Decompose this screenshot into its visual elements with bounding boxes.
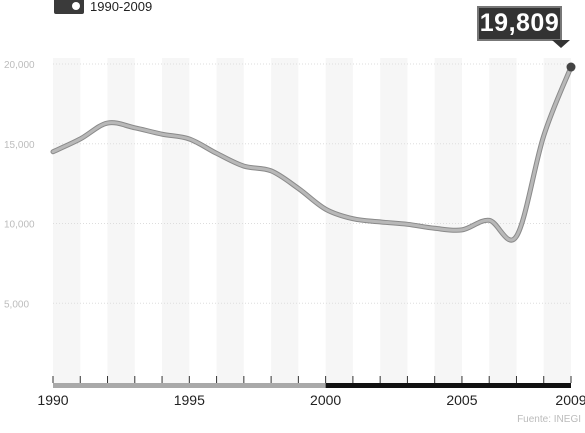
x-tick-label: 1995 [174, 392, 205, 408]
y-tick-label: 5,000 [4, 299, 29, 310]
y-tick-label: 15,000 [4, 140, 35, 151]
callout-pointer [552, 40, 570, 48]
background-stripe [543, 58, 571, 383]
background-stripe [107, 58, 135, 383]
source-note: Fuente: INEGI [517, 414, 581, 425]
x-tick-label: 1990 [37, 392, 68, 408]
background-stripe [162, 58, 190, 383]
background-stripe [325, 58, 353, 383]
highlight-value-callout: 19,809 [477, 6, 562, 41]
background-stripe [216, 58, 244, 383]
highlight-point [566, 62, 576, 72]
x-tick-label: 2005 [446, 392, 477, 408]
x-axis-bar-early [53, 383, 326, 388]
y-tick-label: 20,000 [4, 60, 35, 71]
map-icon [54, 0, 84, 14]
y-tick-label: 10,000 [4, 220, 35, 231]
chart-subtitle: 1990-2009 [90, 0, 153, 14]
x-tick-label: 2009 [555, 392, 585, 408]
background-stripe [434, 58, 462, 383]
x-tick-label: 2000 [310, 392, 341, 408]
x-axis-bar-late [325, 383, 571, 388]
background-stripe [271, 58, 299, 383]
series-line [51, 65, 573, 242]
background-stripe [53, 58, 81, 383]
